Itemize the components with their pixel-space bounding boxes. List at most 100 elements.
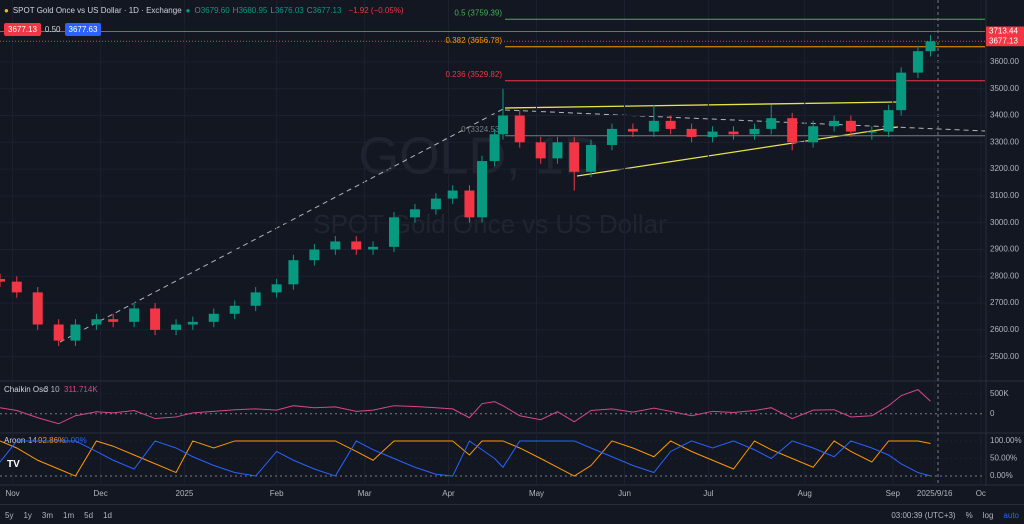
- y-tick-label: 2600.00: [990, 325, 1019, 334]
- candle-body: [208, 313, 219, 322]
- candle-body: [271, 284, 282, 293]
- y-tick-label: 3500.00: [990, 84, 1019, 93]
- x-tick-label: Jun: [618, 489, 631, 498]
- price-badge: [986, 36, 1024, 47]
- tv-logo: TV: [7, 459, 25, 471]
- symbol-icon: ●: [4, 6, 9, 15]
- candle-body: [866, 131, 877, 133]
- candle-body: [925, 41, 936, 52]
- candle-body: [150, 308, 161, 330]
- candle-body: [108, 319, 119, 322]
- range-button[interactable]: 5y: [5, 510, 14, 520]
- scale-option[interactable]: log: [982, 510, 994, 520]
- range-button[interactable]: 5d: [84, 510, 94, 520]
- fib-label: 0 (3324.53): [461, 125, 502, 134]
- range-button[interactable]: 1y: [23, 510, 32, 520]
- ohlc-value: 3680.95: [238, 6, 268, 15]
- trade-buttons: 3677.13 0.50 3677.63: [4, 23, 102, 36]
- candle-body: [464, 190, 475, 218]
- candle-body: [389, 217, 399, 247]
- y-tick-label: 50.00%: [990, 454, 1017, 463]
- indicator-params: 3 10: [44, 385, 60, 394]
- candle-body: [430, 198, 441, 210]
- candle-body: [586, 144, 596, 172]
- y-tick-label: 3300.00: [990, 137, 1019, 146]
- ohlc-key: L: [270, 6, 275, 15]
- candle-body: [569, 142, 580, 172]
- fib-label: 0.382 (3656.78): [446, 36, 503, 45]
- x-tick-label: Apr: [442, 489, 455, 498]
- candle-body: [477, 161, 488, 218]
- chart: GOLD, 1D SPOT Gold Once vs US Dollar Nov…: [0, 0, 1024, 498]
- candle-body: [497, 115, 508, 135]
- range-buttons: 5y 1y 3m 1m 5d 1d: [0, 511, 117, 520]
- market-dot: ●: [185, 6, 191, 15]
- candle-body: [787, 118, 798, 143]
- candle-body: [0, 278, 5, 282]
- y-tick-label: 2900.00: [990, 245, 1019, 254]
- candle-body: [665, 120, 676, 129]
- y-tick-label: 3200.00: [990, 164, 1019, 173]
- indicator-line: [0, 389, 931, 425]
- x-tick-label: Dec: [93, 489, 107, 498]
- y-tick-label: 100.00%: [990, 436, 1022, 445]
- buy-button[interactable]: 3677.63: [64, 23, 102, 36]
- candle-body: [351, 241, 362, 250]
- candle-body: [686, 128, 697, 137]
- range-button[interactable]: 1m: [63, 510, 75, 520]
- y-tick-label: 3000.00: [990, 218, 1019, 227]
- bottom-toolbar: 5y 1y 3m 1m 5d 1d 03:00:39 (UTC+3) % log auto: [0, 504, 1024, 524]
- x-tick-label: Jul: [703, 489, 713, 498]
- candle-body: [648, 120, 659, 132]
- triangle-top: [504, 101, 899, 109]
- range-button[interactable]: 3m: [41, 510, 54, 520]
- candle-body: [845, 120, 856, 132]
- candle-body: [129, 308, 140, 322]
- range-button[interactable]: 1d: [103, 510, 112, 520]
- candle-body: [912, 51, 923, 73]
- series-value: 0.00%: [64, 436, 87, 445]
- candle-body: [250, 292, 261, 306]
- candle-body: [707, 131, 718, 137]
- legend-header: ● SPOT Gold Once vs US Dollar · 1D · Exc…: [4, 6, 404, 15]
- watermark-sub: SPOT Gold Once vs US Dollar: [313, 209, 667, 239]
- ohlc-key: C: [306, 6, 313, 15]
- candle-body: [187, 321, 198, 325]
- y-tick-label: 2500.00: [990, 352, 1019, 361]
- y-tick-label: 3400.00: [990, 111, 1019, 120]
- candle-body: [171, 324, 182, 330]
- candle-body: [489, 134, 500, 162]
- price-badge-label: 3677.13: [989, 36, 1018, 45]
- scale-option[interactable]: %: [965, 510, 973, 520]
- candle-body: [514, 115, 525, 143]
- candle-body: [91, 319, 102, 325]
- scale-option[interactable]: auto: [1003, 510, 1019, 520]
- indicator-title: Chaikin Osc: [4, 385, 47, 394]
- y-tick-label: 2700.00: [990, 298, 1019, 307]
- candle-body: [552, 142, 563, 159]
- candle-body: [749, 128, 760, 135]
- candle-body: [766, 118, 777, 129]
- sell-button[interactable]: 3677.13: [4, 23, 41, 36]
- candle-body: [829, 120, 840, 127]
- symbol: SPOT Gold Once vs US Dollar · 1D · Excha…: [12, 6, 182, 15]
- y-tick-label: 2800.00: [990, 271, 1019, 280]
- candle-body: [32, 292, 43, 325]
- y-tick-label: 0: [990, 409, 995, 418]
- candle-body: [330, 241, 341, 250]
- ohlc-value: 3679.60: [200, 6, 230, 15]
- candle-body: [808, 126, 819, 143]
- spread: 0.50: [44, 25, 61, 34]
- x-tick-label: Mar: [358, 489, 372, 498]
- scale-options: % log auto: [961, 511, 1024, 520]
- candle-body: [627, 128, 638, 132]
- y-tick-label: 3600.00: [990, 57, 1019, 66]
- trend-line: [504, 109, 986, 132]
- change: −1.92 (−0.05%): [348, 6, 404, 15]
- candle-body: [288, 260, 299, 285]
- x-tick-label: Aug: [798, 489, 812, 498]
- clock: 03:00:39 (UTC+3): [891, 510, 956, 520]
- ohlc-value: 3676.03: [274, 6, 304, 15]
- price-badge-label: 3713.44: [989, 27, 1018, 36]
